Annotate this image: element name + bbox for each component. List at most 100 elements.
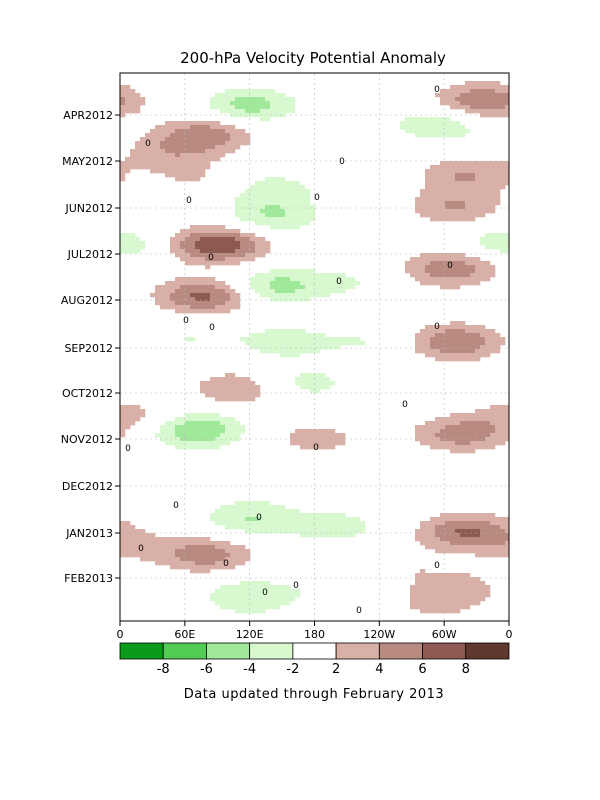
heat-cell [230, 249, 236, 254]
heat-cell [310, 429, 316, 434]
heat-cell [410, 597, 416, 602]
heat-cell [450, 177, 456, 182]
heat-cell [275, 525, 281, 530]
heat-cell [245, 549, 251, 554]
heat-cell [440, 209, 446, 214]
heat-cell [445, 601, 451, 606]
heat-cell [165, 441, 171, 446]
heat-cell [430, 329, 436, 334]
heat-cell [350, 281, 356, 286]
heat-cell [240, 377, 246, 382]
heat-cell [240, 557, 246, 562]
heat-cell [470, 89, 476, 94]
heat-cell [220, 225, 226, 230]
heat-cell [170, 141, 176, 146]
heat-cell [445, 445, 451, 450]
heat-cell [500, 249, 506, 254]
heat-cell [310, 333, 316, 338]
heat-cell [465, 105, 471, 110]
heat-cell [180, 305, 186, 310]
heat-cell [290, 205, 296, 210]
heat-cell [190, 561, 196, 566]
heat-cell [495, 237, 501, 242]
heat-cell [205, 433, 211, 438]
heat-cell [280, 349, 286, 354]
heat-cell [330, 345, 336, 350]
heat-cell [265, 349, 271, 354]
contour-zero-label: 0 [208, 253, 214, 263]
heat-cell [285, 585, 291, 590]
heat-cell [250, 513, 256, 518]
heat-cell [140, 245, 146, 250]
heat-cell [225, 561, 231, 566]
heat-cell [335, 345, 341, 350]
heat-cell [330, 525, 336, 530]
heat-cell [460, 549, 466, 554]
heat-cell [145, 545, 151, 550]
heat-cell [130, 545, 136, 550]
heat-cell [225, 565, 231, 570]
heat-cell [205, 541, 211, 546]
heat-cell [200, 285, 206, 290]
heat-cell [250, 109, 256, 114]
heat-cell [345, 529, 351, 534]
heat-cell [240, 509, 246, 514]
heat-cell [295, 209, 301, 214]
heat-cell [465, 109, 471, 114]
heat-cell [160, 305, 166, 310]
heat-cell [190, 297, 196, 302]
heat-cell [230, 293, 236, 298]
heat-cell [495, 541, 501, 546]
heat-cell [155, 433, 161, 438]
heat-cell [225, 421, 231, 426]
x-tick-label: 0 [506, 628, 513, 641]
heat-cell [310, 281, 316, 286]
heat-cell [265, 193, 271, 198]
heat-cell [490, 265, 496, 270]
heat-cell [175, 253, 181, 258]
heat-cell [160, 437, 166, 442]
heat-cell [435, 601, 441, 606]
heat-cell [425, 601, 431, 606]
heat-cell [470, 109, 476, 114]
heat-cell [270, 593, 276, 598]
heat-cell [430, 541, 436, 546]
heat-cell [195, 173, 201, 178]
heat-cell [230, 517, 236, 522]
heat-cell [175, 429, 181, 434]
heat-cell [230, 141, 236, 146]
heat-cell [485, 185, 491, 190]
heat-cell [420, 337, 426, 342]
heat-cell [140, 97, 146, 102]
heat-cell [450, 161, 456, 166]
heat-cell [255, 285, 261, 290]
heat-cell [440, 609, 446, 614]
heat-cell [250, 509, 256, 514]
heat-cell [480, 101, 486, 106]
heat-cell [475, 357, 481, 362]
heat-cell [235, 105, 241, 110]
heat-cell [495, 553, 501, 558]
heat-cell [415, 601, 421, 606]
heat-cell [305, 533, 311, 538]
heat-cell [400, 121, 406, 126]
heat-cell [440, 217, 446, 222]
heat-cell [245, 529, 251, 534]
heat-cell [500, 185, 506, 190]
heat-cell [205, 381, 211, 386]
heat-cell [145, 541, 151, 546]
contour-zero-label: 0 [447, 261, 453, 271]
heat-cell [480, 265, 486, 270]
heat-cell [170, 541, 176, 546]
heat-cell [265, 105, 271, 110]
heat-cell [275, 113, 281, 118]
heat-cell [500, 541, 506, 546]
heat-cell [330, 445, 336, 450]
heat-cell [440, 529, 446, 534]
heat-cell [445, 325, 451, 330]
heat-cell [285, 337, 291, 342]
heat-cell [190, 433, 196, 438]
heat-cell [230, 553, 236, 558]
heat-cell [245, 557, 251, 562]
heat-cell [505, 405, 509, 410]
